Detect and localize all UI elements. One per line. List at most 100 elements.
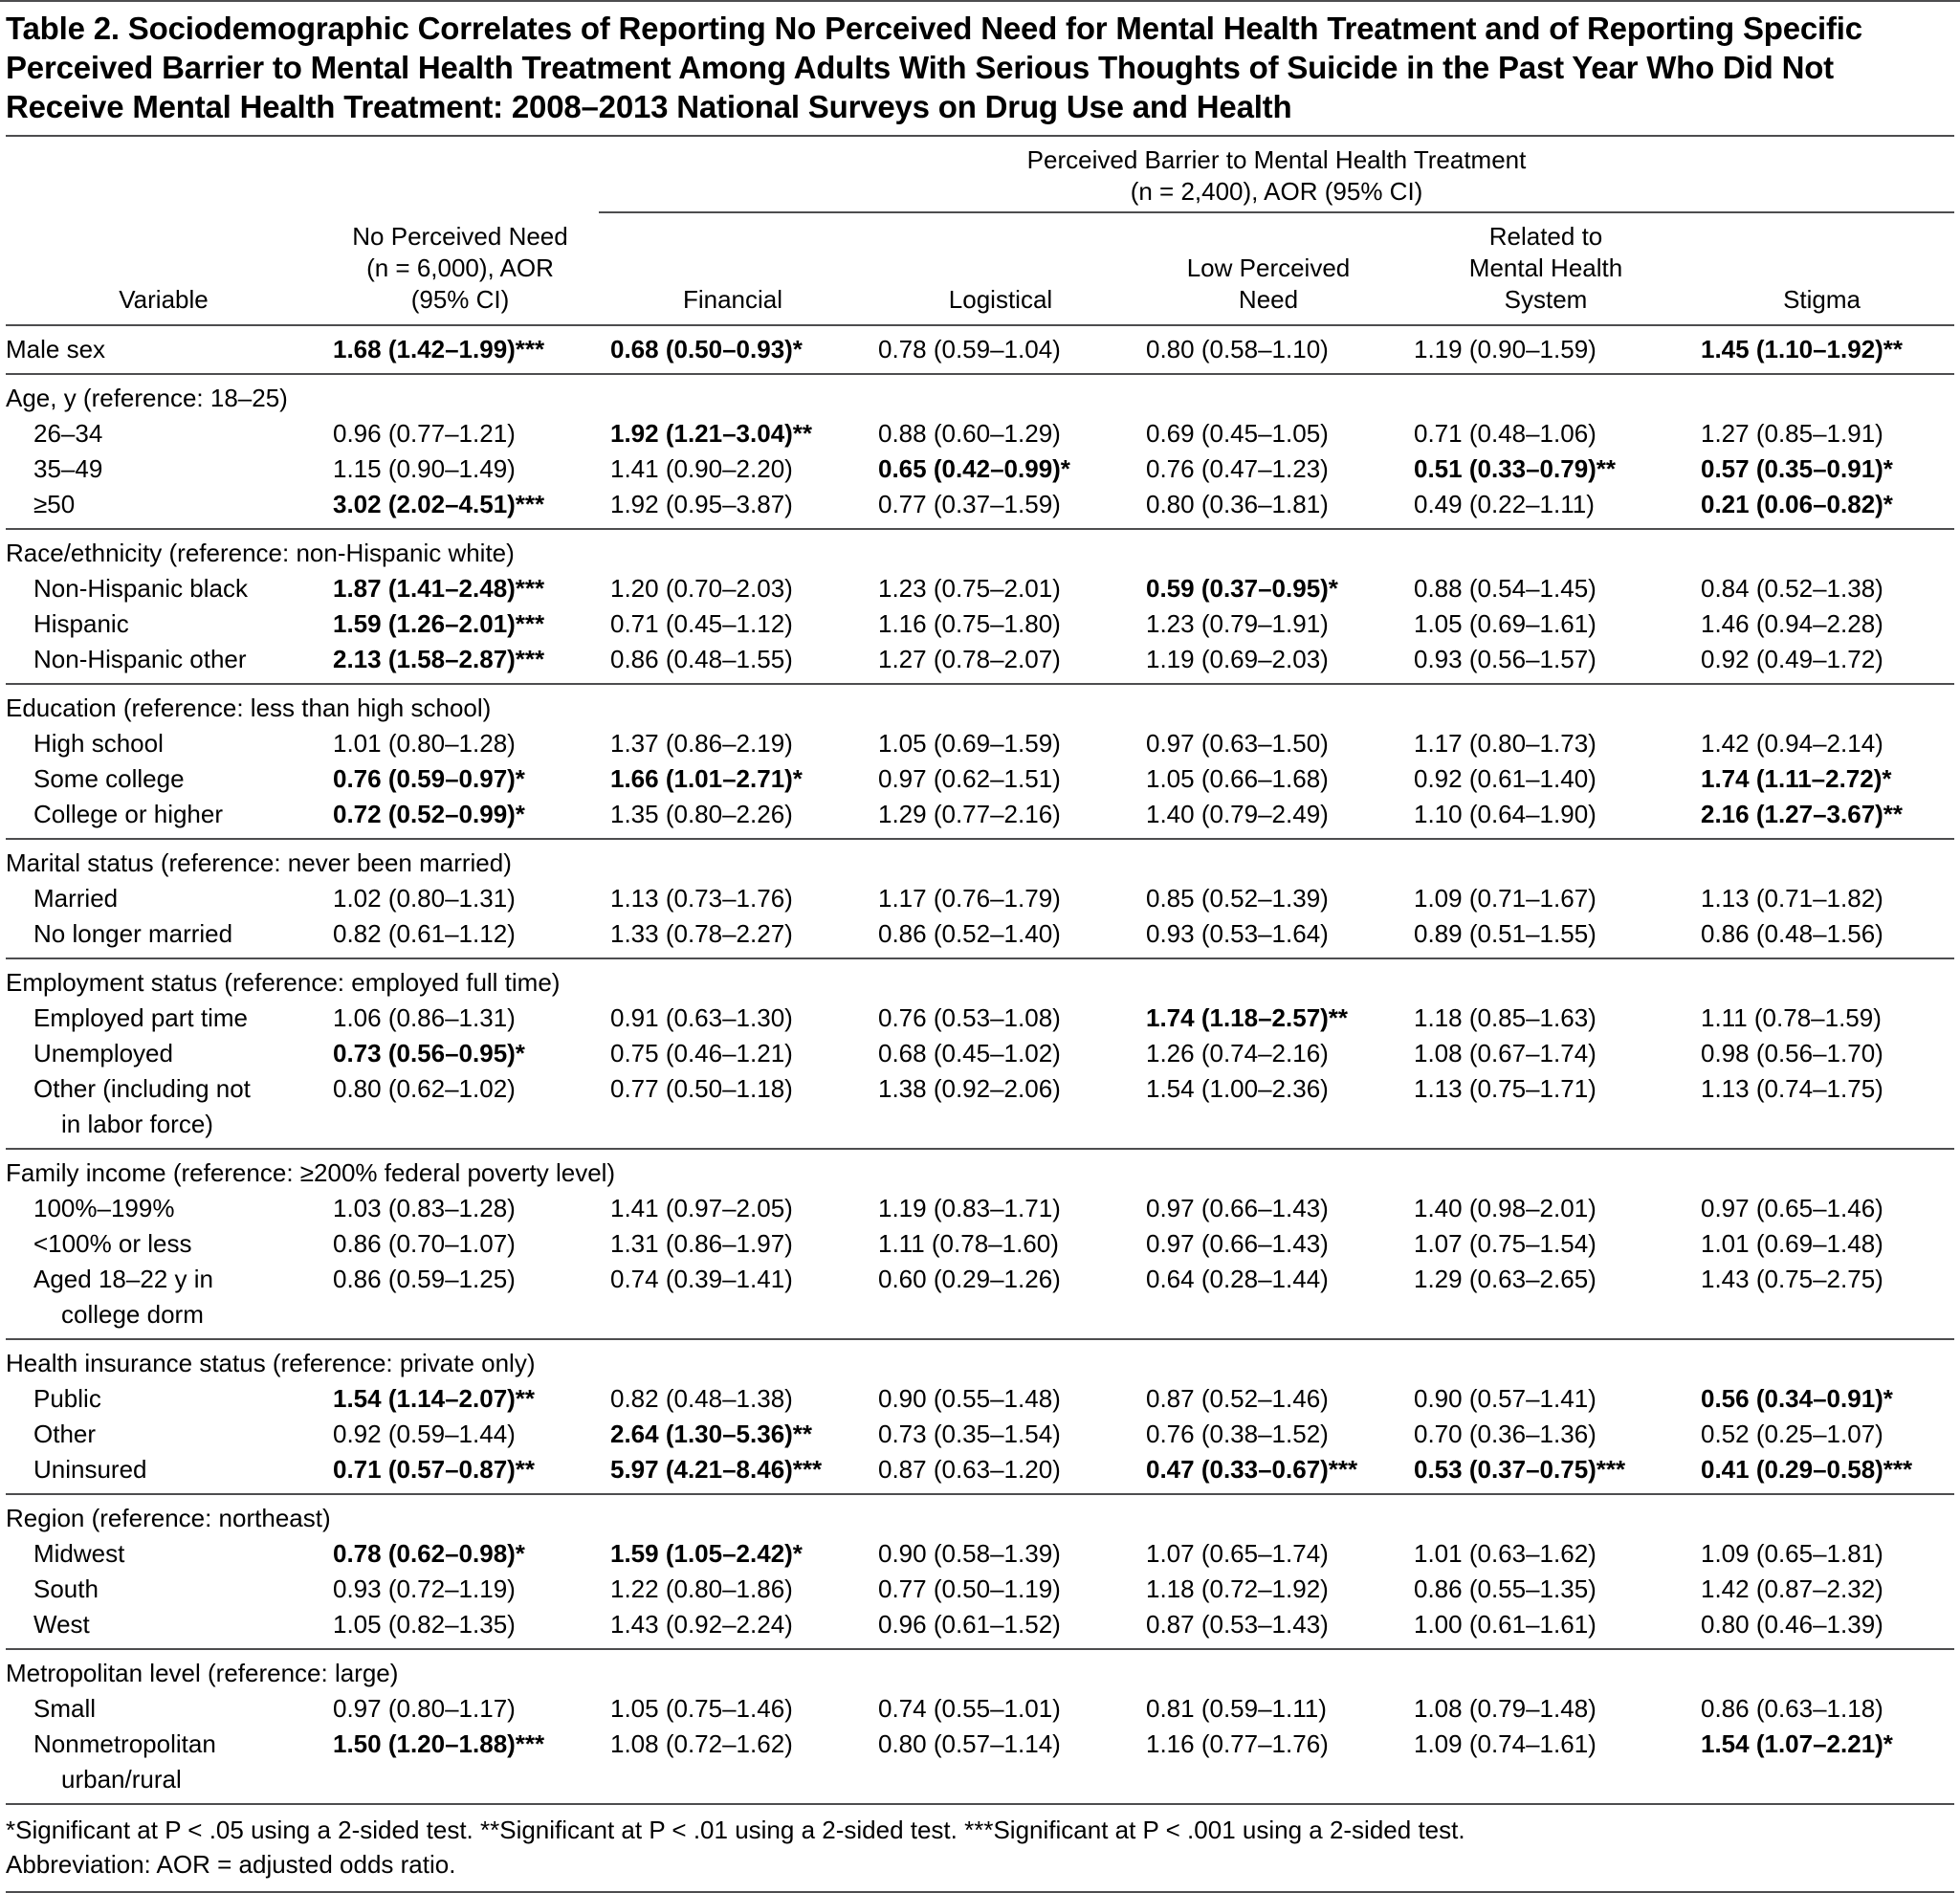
aor-value: 0.97 (0.63–1.50) — [1146, 729, 1329, 758]
table-group: Race/ethnicity (reference: non-Hispanic … — [6, 529, 1955, 684]
correlates-table: Perceived Barrier to Mental Health Treat… — [6, 137, 1955, 1803]
aor-value: 0.51 (0.33–0.79)** — [1414, 454, 1617, 483]
aor-value: 0.76 (0.53–1.08) — [878, 1003, 1061, 1032]
aor-value: 0.70 (0.36–1.36) — [1414, 1420, 1597, 1448]
aor-value: 0.74 (0.39–1.41) — [610, 1265, 793, 1293]
col-header-financial: Financial — [599, 212, 867, 326]
aor-value: 0.96 (0.61–1.52) — [878, 1610, 1061, 1639]
aor-value: 1.54 (1.07–2.21)* — [1701, 1729, 1893, 1758]
aor-value: 1.16 (0.75–1.80) — [878, 609, 1061, 638]
aor-value: 0.92 (0.59–1.44) — [333, 1420, 516, 1448]
aor-value: 1.22 (0.80–1.86) — [610, 1574, 793, 1603]
col-header-stigma: Stigma — [1689, 212, 1955, 326]
table-group: Family income (reference: ≥200% federal … — [6, 1149, 1955, 1339]
section-header-row: Education (reference: less than high sch… — [6, 684, 1954, 726]
aor-value: 0.86 (0.52–1.40) — [878, 919, 1061, 948]
aor-value: 0.65 (0.42–0.99)* — [878, 454, 1070, 483]
aor-value: 0.97 (0.66–1.43) — [1146, 1194, 1329, 1222]
table-row: Uninsured 0.71 (0.57–0.87)** 5.97 (4.21–8.… — [6, 1452, 1954, 1494]
aor-value: 0.73 (0.56–0.95)* — [333, 1039, 525, 1068]
col-header-variable: Variable — [6, 212, 321, 326]
aor-value: 1.40 (0.98–2.01) — [1414, 1194, 1597, 1222]
aor-value: 1.40 (0.79–2.49) — [1146, 800, 1329, 828]
table-row: Married 1.02 (0.80–1.31) 1.13 (0.73–1.76) 1… — [6, 881, 1954, 916]
aor-value: 3.02 (2.02–4.51)*** — [333, 490, 545, 518]
aor-value: 0.90 (0.55–1.48) — [878, 1384, 1061, 1413]
aor-value: 0.21 (0.06–0.82)* — [1701, 490, 1893, 518]
aor-value: 0.71 (0.57–0.87)** — [333, 1455, 536, 1484]
aor-value: 1.41 (0.90–2.20) — [610, 454, 793, 483]
table-row: Non-Hispanic black 1.87 (1.41–2.48)*** 1.2… — [6, 571, 1954, 606]
aor-value: 1.18 (0.85–1.63) — [1414, 1003, 1597, 1032]
table-group: Male sex 1.68 (1.42–1.99)*** 0.68 (0.50–0.… — [6, 325, 1954, 374]
row-label: Nonmetropolitan urban/rural — [33, 1729, 216, 1794]
aor-value: 1.66 (1.01–2.71)* — [610, 764, 803, 793]
aor-value: 0.59 (0.37–0.95)* — [1146, 574, 1338, 603]
aor-value: 0.53 (0.37–0.75)*** — [1414, 1455, 1626, 1484]
aor-value: 1.08 (0.67–1.74) — [1414, 1039, 1597, 1068]
row-label: Non-Hispanic black — [33, 574, 248, 603]
aor-value: 1.26 (0.74–2.16) — [1146, 1039, 1329, 1068]
aor-value: 0.97 (0.62–1.51) — [878, 764, 1061, 793]
table-row: Non-Hispanic other 2.13 (1.58–2.87)*** 0.8… — [6, 642, 1954, 684]
aor-value: 0.68 (0.50–0.93)* — [610, 335, 803, 363]
aor-value: 1.38 (0.92–2.06) — [878, 1074, 1061, 1103]
section-header-row: Metropolitan level (reference: large) — [6, 1649, 1954, 1691]
aor-value: 0.84 (0.52–1.38) — [1701, 574, 1883, 603]
table-row: South 0.93 (0.72–1.19) 1.22 (0.80–1.86) 0.7… — [6, 1572, 1954, 1607]
aor-value: 1.42 (0.94–2.14) — [1701, 729, 1883, 758]
aor-value: 0.78 (0.59–1.04) — [878, 335, 1061, 363]
aor-value: 1.74 (1.18–2.57)** — [1146, 1003, 1349, 1032]
section-header-row: Age, y (reference: 18–25) — [6, 374, 1954, 416]
col-header-no-perceived-need: No Perceived Need (n = 6,000), AOR (95% … — [321, 212, 599, 326]
table-row: Male sex 1.68 (1.42–1.99)*** 0.68 (0.50–0.… — [6, 325, 1954, 374]
section-header-row: Family income (reference: ≥200% federal … — [6, 1149, 1954, 1191]
spanner-spacer — [6, 137, 599, 212]
aor-value: 1.43 (0.92–2.24) — [610, 1610, 793, 1639]
barrier-group-header: Perceived Barrier to Mental Health Treat… — [599, 137, 1955, 213]
aor-value: 1.05 (0.69–1.61) — [1414, 609, 1597, 638]
aor-value: 1.07 (0.75–1.54) — [1414, 1229, 1597, 1258]
table-group: Region (reference: northeast) Midwest 0.78… — [6, 1494, 1955, 1649]
table-row: 26–34 0.96 (0.77–1.21) 1.92 (1.21–3.04)** 0… — [6, 416, 1954, 451]
row-label: No longer married — [33, 919, 233, 948]
section-header: Race/ethnicity (reference: non-Hispanic … — [6, 539, 515, 567]
aor-value: 1.05 (0.66–1.68) — [1146, 764, 1329, 793]
row-label: College or higher — [33, 800, 224, 828]
aor-value: 1.59 (1.26–2.01)*** — [333, 609, 545, 638]
aor-value: 0.93 (0.72–1.19) — [333, 1574, 516, 1603]
aor-value: 0.80 (0.46–1.39) — [1701, 1610, 1883, 1639]
aor-value: 1.05 (0.82–1.35) — [333, 1610, 516, 1639]
aor-value: 1.13 (0.74–1.75) — [1701, 1074, 1883, 1103]
aor-value: 1.37 (0.86–2.19) — [610, 729, 793, 758]
aor-value: 0.60 (0.29–1.26) — [878, 1265, 1061, 1293]
aor-value: 1.87 (1.41–2.48)*** — [333, 574, 545, 603]
row-label: Other (including not in labor force) — [33, 1074, 251, 1138]
aor-value: 0.80 (0.58–1.10) — [1146, 335, 1329, 363]
section-header-row: Race/ethnicity (reference: non-Hispanic … — [6, 529, 1954, 571]
section-header-row: Marital status (reference: never been ma… — [6, 839, 1954, 881]
aor-value: 0.90 (0.58–1.39) — [878, 1539, 1061, 1568]
aor-value: 0.92 (0.61–1.40) — [1414, 764, 1597, 793]
aor-value: 1.09 (0.65–1.81) — [1701, 1539, 1883, 1568]
table-group: Education (reference: less than high sch… — [6, 684, 1955, 839]
section-header: Marital status (reference: never been ma… — [6, 848, 512, 877]
aor-value: 0.49 (0.22–1.11) — [1414, 490, 1595, 518]
table-footnotes: *Significant at P < .05 using a 2-sided … — [6, 1803, 1954, 1893]
aor-value: 1.92 (1.21–3.04)** — [610, 419, 813, 448]
table-row: Aged 18–22 y in college dorm 0.86 (0.59–1… — [6, 1262, 1954, 1339]
aor-value: 1.17 (0.76–1.79) — [878, 884, 1061, 913]
aor-value: 0.88 (0.60–1.29) — [878, 419, 1061, 448]
aor-value: 2.16 (1.27–3.67)** — [1701, 800, 1904, 828]
aor-value: 0.87 (0.53–1.43) — [1146, 1610, 1329, 1639]
aor-value: 0.87 (0.52–1.46) — [1146, 1384, 1329, 1413]
aor-value: 2.64 (1.30–5.36)** — [610, 1420, 813, 1448]
section-header: Region (reference: northeast) — [6, 1504, 331, 1532]
aor-value: 0.75 (0.46–1.21) — [610, 1039, 793, 1068]
aor-value: 0.76 (0.38–1.52) — [1146, 1420, 1329, 1448]
aor-value: 0.88 (0.54–1.45) — [1414, 574, 1597, 603]
section-header: Education (reference: less than high sch… — [6, 693, 492, 722]
aor-value: 1.54 (1.14–2.07)** — [333, 1384, 536, 1413]
row-label: ≥50 — [33, 490, 76, 518]
